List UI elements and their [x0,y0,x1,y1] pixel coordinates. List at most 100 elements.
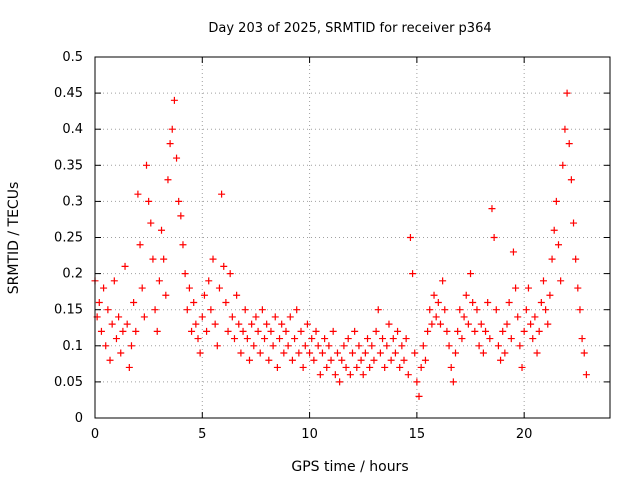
data-point [436,320,444,328]
data-point [130,298,138,306]
data-point [381,363,389,371]
data-point [256,349,264,357]
data-point [112,335,120,343]
data-point [368,342,376,350]
data-point [473,306,481,314]
y-tick-label: 0.3 [62,194,83,209]
data-point [570,219,578,227]
data-point [121,262,129,270]
data-point [469,298,477,306]
data-point [125,363,133,371]
data-point [544,320,552,328]
data-point [254,327,262,335]
data-point [209,255,217,263]
data-point [155,277,163,285]
data-point [342,363,350,371]
data-point [102,342,110,350]
data-point [261,335,269,343]
data-point [185,284,193,292]
data-point [340,342,348,350]
data-point [364,335,372,343]
data-point [143,161,150,169]
data-point [449,378,457,386]
data-point [490,234,498,241]
grid-lines [95,57,610,418]
data-point [486,335,494,343]
data-point [265,356,273,364]
data-point [310,356,318,364]
data-point [404,371,412,379]
data-point [194,335,202,343]
data-point [226,270,234,278]
x-tick-label: 5 [198,427,206,442]
data-point [213,342,221,350]
data-point [505,298,513,306]
data-point [576,306,584,314]
data-point [160,255,168,263]
data-point [503,320,511,328]
data-point [215,284,223,292]
data-point [428,320,436,328]
data-point [312,327,320,335]
data-point [293,306,301,314]
data-point [366,363,374,371]
data-point [198,313,206,321]
data-point [552,197,560,205]
data-point [359,371,367,379]
data-point [458,335,466,343]
data-point [477,320,485,328]
data-point [291,335,299,343]
data-point [351,327,359,335]
data-point [492,306,500,314]
data-point [316,371,324,379]
data-point [333,349,341,357]
data-point [379,335,387,343]
data-point [497,356,505,364]
data-point [250,342,258,350]
data-point [222,298,230,306]
data-point [460,313,468,321]
data-point [181,270,189,278]
data-point [432,313,440,321]
data-point [561,125,569,133]
data-point [115,313,123,321]
data-point [383,342,391,350]
data-point [151,306,159,314]
data-point [454,327,462,335]
data-point [527,320,535,328]
data-point [516,342,524,350]
data-point [108,320,116,328]
data-point [177,212,185,220]
data-point [230,335,238,343]
data-point [467,270,475,278]
y-tick-label: 0.1 [62,339,83,354]
data-point [318,349,326,357]
data-point [325,342,333,350]
data-point [338,356,346,364]
data-point [430,291,438,299]
data-point [179,241,187,249]
data-point [173,154,181,162]
y-tick-label: 0.4 [62,122,83,137]
data-point [100,284,108,292]
data-point [104,306,112,314]
data-point [421,356,429,364]
y-tick-label: 0.05 [54,375,83,390]
data-point [441,306,449,314]
data-point [295,349,303,357]
data-point [145,197,153,205]
data-point [419,342,427,350]
data-point [97,327,105,335]
data-point [158,226,166,234]
data-point [520,327,528,335]
data-point [278,320,286,328]
data-point [284,342,292,350]
data-point [110,277,118,285]
data-point [299,363,307,371]
data-point [529,335,537,343]
y-axis-title: SRMTID / TECUs [6,182,22,295]
data-point [434,298,442,306]
data-point [539,277,547,285]
chart-title: Day 203 of 2025, SRMTID for receiver p36… [208,21,491,36]
